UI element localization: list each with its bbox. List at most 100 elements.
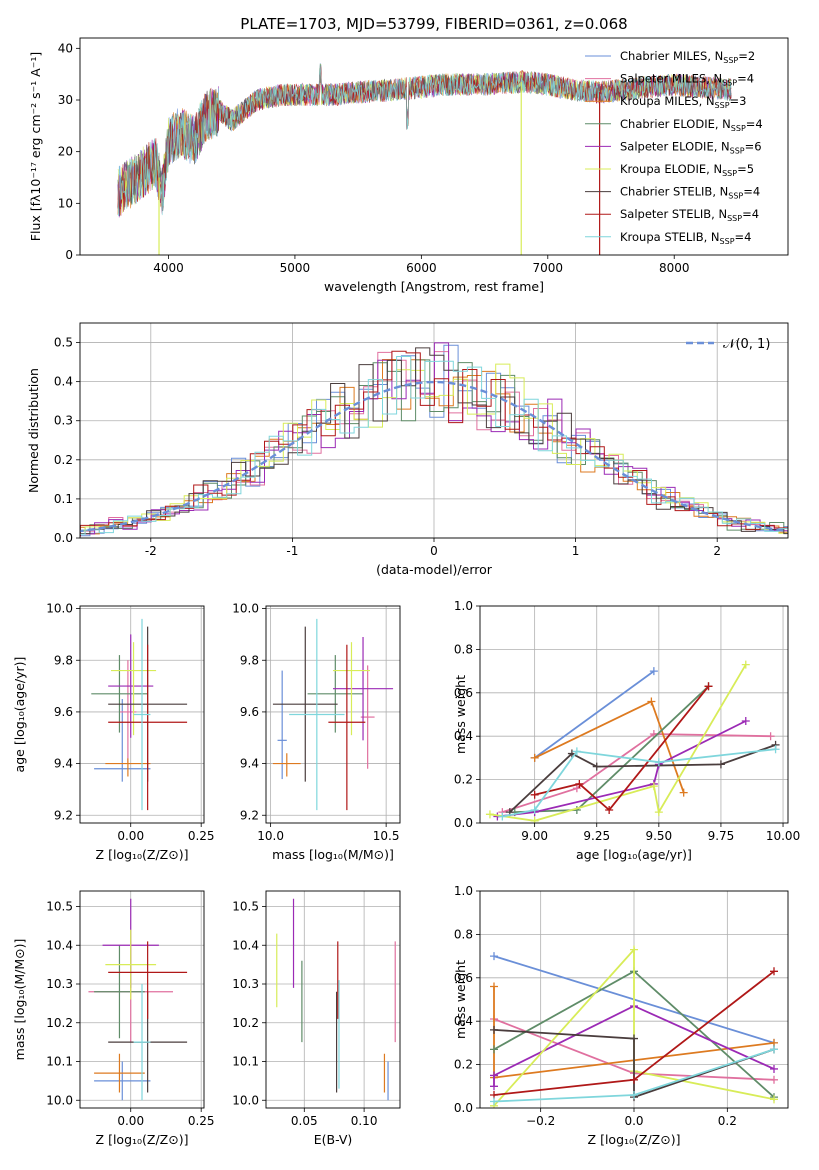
weight-marker — [654, 758, 663, 767]
weight-marker — [530, 816, 539, 823]
weight-marker — [490, 1045, 498, 1054]
weight-marker — [630, 1090, 638, 1099]
axes-age-vs-Z: 0.00 0.25 9.2 9.4 9.6 9.8 10.0 Z [log₁₀(Z/Z⊙)] a… — [12, 602, 215, 862]
plot-area — [490, 945, 778, 1108]
weight-marker — [530, 805, 539, 814]
y-tick-label: 9.2 — [240, 808, 259, 822]
histogram-step — [80, 356, 788, 535]
y-axis-label: Normed distribution — [26, 368, 41, 493]
y-axis-label: mass weight — [453, 960, 468, 1039]
x-tick-label: 0.25 — [188, 1114, 215, 1128]
legend-label: Kroupa STELIB, NSSP=4 — [620, 230, 751, 246]
weight-marker — [575, 779, 584, 788]
x-tick-label: 0.00 — [117, 829, 144, 843]
axes-frame — [265, 605, 401, 824]
y-tick-label: 0.8 — [454, 927, 473, 941]
weight-marker — [741, 717, 750, 726]
y-tick-label: 30 — [58, 93, 73, 107]
y-tick-label: 10.4 — [46, 938, 73, 952]
legend-label: Kroupa ELODIE, NSSP=5 — [620, 162, 754, 178]
x-axis-label: age [log₁₀(age/yr)] — [576, 847, 692, 862]
x-tick-label: 9.50 — [645, 829, 672, 843]
legend-label: Chabrier ELODIE, NSSP=4 — [620, 117, 763, 133]
weight-marker — [630, 1034, 638, 1043]
weight-marker — [647, 697, 656, 706]
axes-age-vs-mass: 10.0 10.5 9.2 9.4 9.6 9.8 10.0 mass [log₁₀(M/M⊙… — [232, 602, 401, 862]
x-axis-label: mass [log₁₀(M/M⊙)] — [272, 847, 394, 862]
y-tick-label: 10.0 — [232, 602, 259, 616]
weight-marker — [649, 667, 658, 676]
plot-area — [117, 63, 732, 255]
weight-marker — [605, 805, 614, 814]
legend-label: 𝒩(0, 1) — [723, 337, 770, 352]
weight-marker — [490, 1025, 498, 1034]
x-tick-label: 9.00 — [521, 829, 548, 843]
axes-frame — [79, 605, 205, 824]
x-tick-label: 2 — [713, 544, 721, 558]
y-tick-label: 0 — [65, 248, 73, 262]
y-tick-label: 10.3 — [232, 977, 259, 991]
y-tick-label: 9.8 — [240, 653, 259, 667]
axes-overlay: 10.0 10.5 9.2 9.4 9.6 9.8 10.0 mass [log₁₀(M/M⊙… — [232, 602, 401, 862]
weight-marker — [679, 788, 688, 797]
weight-marker — [490, 982, 498, 991]
axes-frame — [479, 605, 789, 824]
y-tick-label: 9.4 — [240, 757, 259, 771]
y-axis-label: age [log₁₀(age/yr)] — [12, 657, 27, 773]
x-tick-label: -1 — [286, 544, 298, 558]
weight-marker — [649, 782, 658, 791]
histogram-step — [80, 350, 788, 537]
y-tick-label: 10.0 — [46, 602, 73, 616]
histogram-step — [80, 359, 788, 531]
y-tick-label: 0.2 — [454, 773, 473, 787]
weight-marker — [572, 747, 581, 756]
weight-marker — [490, 952, 498, 961]
x-tick-label: 0 — [430, 544, 438, 558]
y-tick-label: 10.2 — [46, 1016, 73, 1030]
y-tick-label: 10.4 — [232, 938, 259, 952]
x-tick-label: 4000 — [153, 261, 184, 275]
legend-label: Chabrier MILES, NSSP=2 — [620, 49, 755, 65]
x-tick-label: 0.05 — [291, 1114, 318, 1128]
y-tick-label: 0.0 — [54, 531, 73, 545]
x-tick-label: 10.0 — [257, 829, 284, 843]
weight-line — [502, 733, 771, 813]
weight-marker — [530, 753, 539, 762]
plot-area — [485, 660, 780, 823]
y-tick-label: 40 — [58, 41, 73, 55]
normal-curve — [80, 380, 788, 533]
weight-marker — [498, 812, 507, 821]
weight-marker — [630, 1075, 638, 1084]
x-tick-label: −0.2 — [526, 1114, 555, 1128]
x-tick-label: 7000 — [533, 261, 564, 275]
weight-marker — [490, 1082, 498, 1091]
weight-marker — [766, 732, 775, 741]
x-tick-label: -2 — [145, 544, 157, 558]
x-tick-label: 9.75 — [708, 829, 735, 843]
weight-marker — [741, 660, 750, 669]
y-tick-label: 0.4 — [454, 729, 473, 743]
y-tick-label: 10.5 — [232, 900, 259, 914]
x-tick-label: 10.00 — [766, 829, 800, 843]
weight-line — [509, 744, 776, 813]
spectrum-line — [117, 64, 732, 217]
x-tick-label: 10.5 — [373, 829, 400, 843]
y-tick-label: 9.2 — [54, 808, 73, 822]
legend-label: Salpeter ELODIE, NSSP=6 — [620, 139, 762, 155]
axes-overlay: 0.00 0.25 10.0 10.1 10.2 10.3 10.4 10.5 Z [log₁₀… — [12, 890, 215, 1147]
plot-area — [276, 898, 396, 1101]
y-tick-label: 10.0 — [46, 1093, 73, 1107]
x-tick-label: 6000 — [406, 261, 437, 275]
y-tick-label: 0.6 — [454, 686, 473, 700]
weight-marker — [530, 790, 539, 799]
x-tick-label: 0.25 — [188, 829, 215, 843]
axes-mass-weight-vs-Z: −0.2 0.0 0.2 0.0 0.2 0.4 0.6 0.8 1.0 Z [log₁₀(Z/Z… — [453, 884, 789, 1147]
y-tick-label: 0.2 — [454, 1058, 473, 1072]
x-tick-label: 0.00 — [117, 1114, 144, 1128]
x-tick-label: 0.10 — [351, 1114, 378, 1128]
weight-marker — [592, 762, 601, 771]
weight-marker — [490, 1071, 498, 1080]
axes-residuals: -2 -1 0 1 2 0.0 0.1 0.2 0.3 0.4 0.5 (data-model)/er… — [26, 322, 789, 577]
figure-title: PLATE=1703, MJD=53799, FIBERID=0361, z=0… — [240, 15, 627, 33]
